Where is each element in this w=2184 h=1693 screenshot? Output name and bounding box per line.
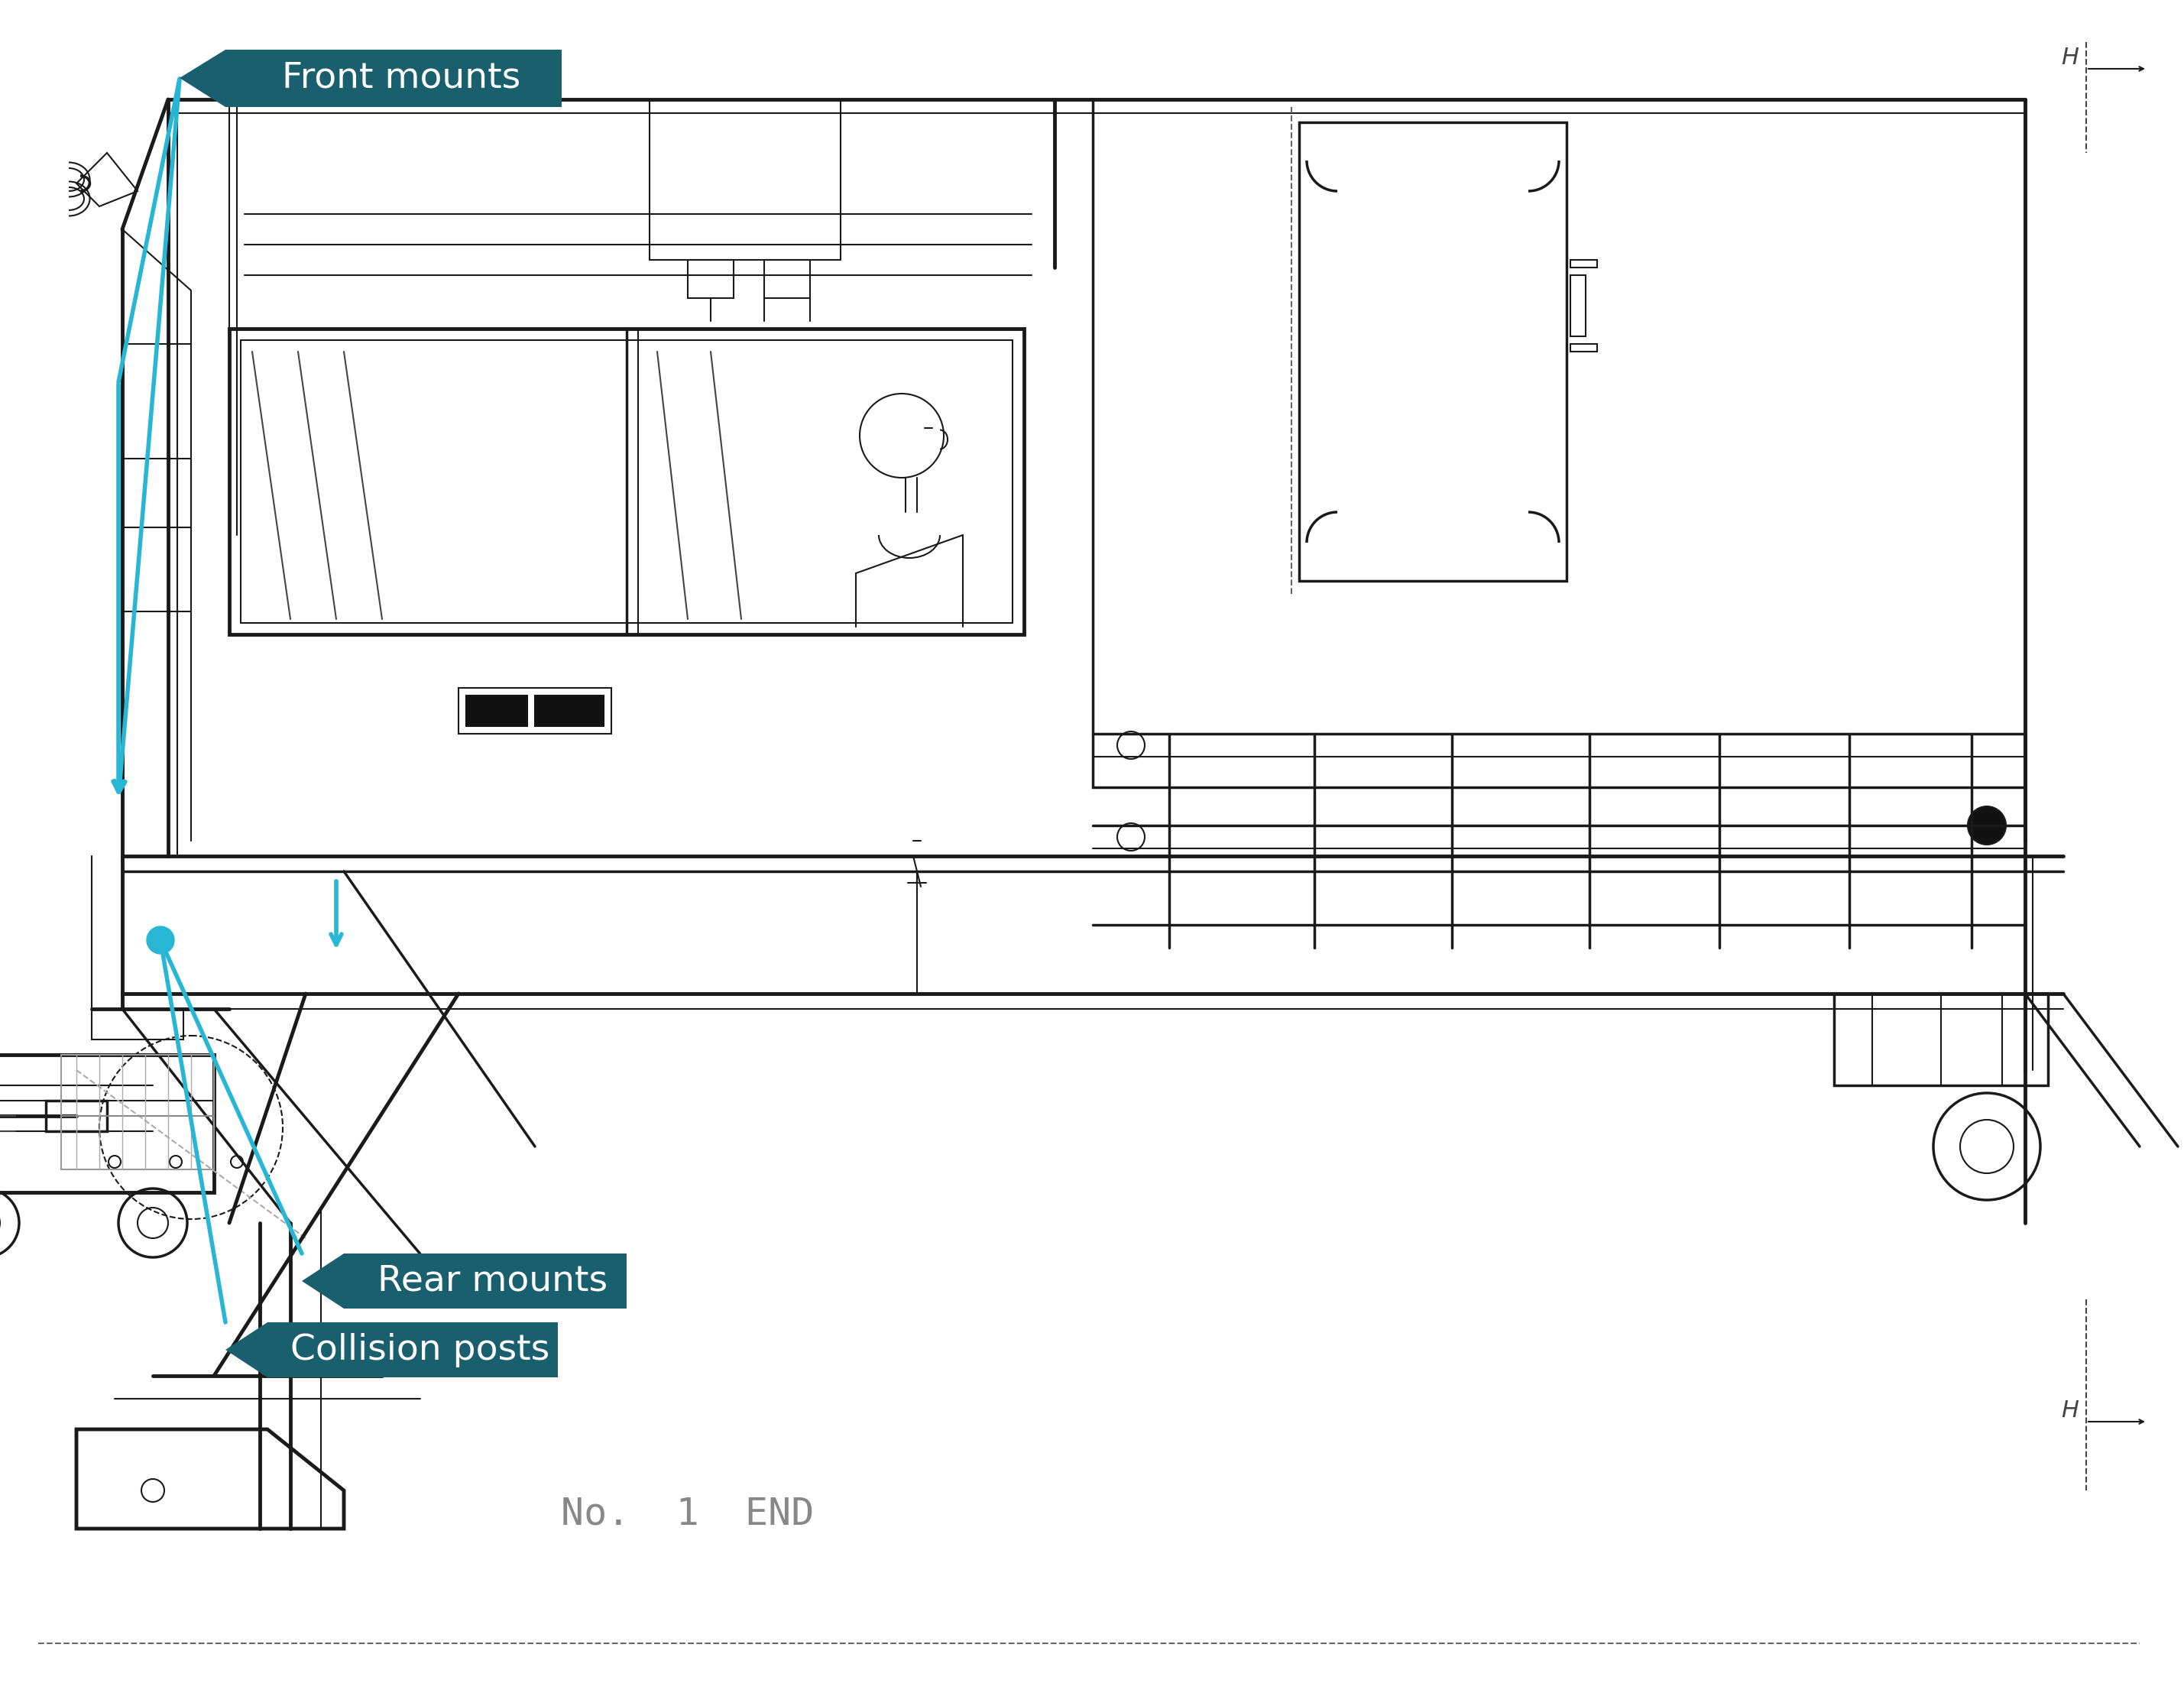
Circle shape xyxy=(146,926,175,953)
Polygon shape xyxy=(179,49,561,107)
Text: Collision posts: Collision posts xyxy=(290,1332,550,1366)
Bar xyxy=(1092,100,2025,787)
Text: Rear mounts: Rear mounts xyxy=(378,1265,607,1299)
Bar xyxy=(0,1055,214,1192)
Bar xyxy=(229,328,1024,635)
Bar xyxy=(122,459,190,528)
Bar xyxy=(535,696,603,726)
Bar xyxy=(1835,994,2049,1085)
Bar xyxy=(0,1055,214,1100)
Polygon shape xyxy=(301,1253,627,1309)
Bar xyxy=(1570,344,1597,352)
Bar xyxy=(1570,276,1586,337)
Text: H: H xyxy=(2062,46,2079,68)
Polygon shape xyxy=(225,1322,557,1378)
Bar xyxy=(764,259,810,298)
Bar xyxy=(46,1100,107,1131)
Text: No.  1  END: No. 1 END xyxy=(561,1495,815,1532)
Bar xyxy=(459,687,612,733)
Circle shape xyxy=(1968,806,2005,845)
Bar xyxy=(688,259,734,298)
Text: Front mounts: Front mounts xyxy=(282,61,520,95)
Bar xyxy=(1299,122,1566,581)
Bar xyxy=(61,1055,214,1170)
Bar xyxy=(1570,259,1597,267)
Bar xyxy=(240,340,1013,623)
Bar xyxy=(92,1009,183,1040)
Bar xyxy=(465,696,526,726)
Text: H: H xyxy=(2062,1398,2079,1422)
